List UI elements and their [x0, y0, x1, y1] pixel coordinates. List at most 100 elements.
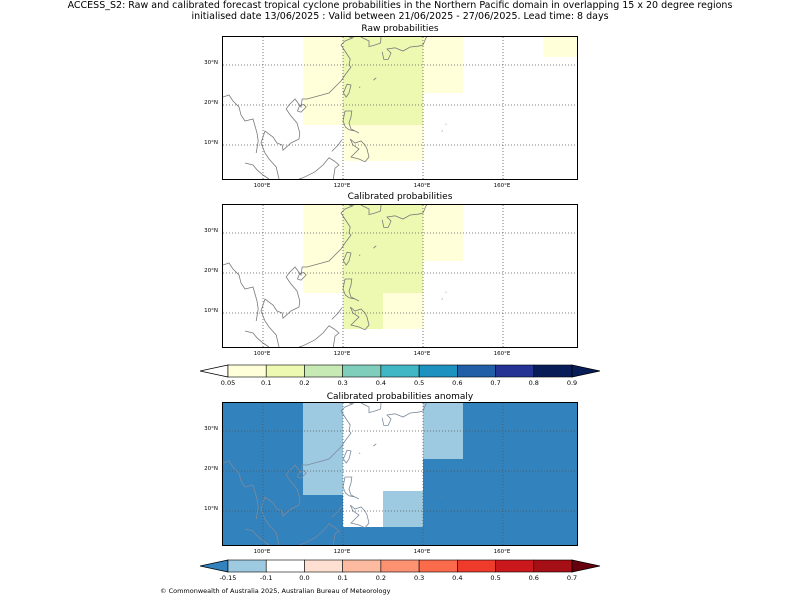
map-anomaly[interactable] [222, 402, 578, 546]
lon-tick-label: 140°E [413, 549, 431, 555]
coastline-7 [349, 306, 370, 331]
coastline-0 [260, 205, 355, 347]
lon-tick-label: 100°E [253, 183, 271, 189]
coastline-8 [331, 505, 343, 518]
coastline-13 [441, 298, 443, 300]
probability-cell-1 [303, 403, 343, 495]
colorbar-tick-label: 0.0 [299, 574, 310, 582]
colorbar-segment-5 [418, 559, 458, 573]
lat-tick-label: 30°N [204, 60, 218, 66]
map-canvas [223, 37, 577, 179]
lat-tick-label: 30°N [204, 426, 218, 432]
colorbar-under-arrow [199, 364, 229, 378]
lon-tick-label: 140°E [413, 183, 431, 189]
coastline-10 [381, 205, 428, 228]
colorbar-tick-label: 0.6 [452, 379, 463, 387]
copyright-footer: © Commonwealth of Australia 2025, Austra… [160, 587, 391, 595]
colorbar-segment-0 [227, 559, 267, 573]
lat-tick-label: 10°N [204, 308, 218, 314]
colorbar-tick-label: -0.15 [219, 574, 237, 582]
lon-tick-label: 100°E [253, 549, 271, 555]
colorbar-segment-4 [380, 364, 420, 378]
colorbar-segment-8 [533, 559, 573, 573]
lat-tick-label: 20°N [204, 268, 218, 274]
colorbar-segment-7 [495, 559, 535, 573]
colorbar-tick-label: -0.1 [259, 574, 273, 582]
colorbar-segment-6 [457, 559, 496, 573]
coastline-5 [342, 449, 352, 464]
coastline-4 [297, 272, 307, 281]
colorbar-tick-label: 0.4 [452, 574, 463, 582]
lon-tick-label: 160°E [493, 183, 511, 189]
colorbar-tick-label: 0.4 [375, 379, 387, 387]
colorbar-tick-label: 0.2 [299, 379, 310, 387]
colorbar-segment-5 [418, 364, 458, 378]
probability-cell-0 [303, 37, 343, 125]
lon-tick-label: 140°E [413, 351, 431, 357]
coastline-8 [331, 139, 343, 152]
coastline-10 [381, 403, 428, 426]
coastline-7 [349, 504, 370, 529]
colorbar-segment-8 [533, 364, 573, 378]
map-calibrated[interactable] [222, 204, 578, 348]
coastline-5 [342, 83, 352, 98]
probability-cell-4 [383, 491, 423, 527]
coastline-6 [342, 476, 360, 500]
colorbar-tick-label: 0.05 [220, 379, 236, 387]
coastline-13 [441, 496, 443, 498]
colorbar-tick-label: 0.2 [375, 574, 387, 582]
probability-cell-4 [543, 37, 577, 57]
lon-tick-label: 160°E [493, 549, 511, 555]
colorbar-tick-label: 0.3 [413, 574, 425, 582]
coastline-11 [373, 77, 377, 81]
lon-tick-label: 120°E [333, 351, 351, 357]
map-canvas [223, 403, 577, 545]
colorbar-segment-7 [495, 364, 535, 378]
coastline-9 [360, 403, 382, 414]
colorbar-over-arrow [571, 559, 601, 573]
colorbar-tick-label: 0.6 [528, 574, 539, 582]
coastline-2 [244, 528, 270, 545]
colorbar-segment-1 [265, 559, 305, 573]
figure-title-line2: initialised date 13/06/2025 : Valid betw… [191, 11, 609, 22]
colorbar-under-arrow [199, 559, 229, 573]
colorbar-segment-1 [265, 364, 305, 378]
map-raw[interactable] [222, 36, 578, 180]
colorbar-anomaly [199, 558, 601, 573]
coastline-0 [260, 37, 355, 179]
colorbar-tick-label: 0.1 [261, 379, 272, 387]
colorbar-segment-4 [380, 559, 420, 573]
coastline-3 [298, 157, 340, 179]
coastline-3 [298, 325, 340, 347]
panel-title-anomaly: Calibrated probabilities anomaly [326, 392, 474, 402]
coastline-1 [223, 262, 259, 322]
coastline-9 [360, 37, 382, 48]
colorbar-tick-label: 0.5 [413, 379, 425, 387]
colorbar-segment-3 [342, 364, 382, 378]
colorbar-canvas [199, 364, 601, 378]
lon-tick-label: 100°E [253, 351, 271, 357]
colorbar-segment-2 [304, 364, 343, 378]
colorbar-tick-label: 0.7 [566, 574, 578, 582]
coastline-10 [381, 37, 428, 60]
colorbar-segment-3 [342, 559, 382, 573]
coastline-4 [297, 104, 307, 113]
lat-tick-label: 20°N [204, 100, 218, 106]
colorbar-segment-2 [304, 559, 343, 573]
coastline-6 [342, 278, 360, 302]
panel-title-raw: Raw probabilities [361, 24, 439, 34]
colorbar-tick-label: 0.1 [337, 574, 348, 582]
figure-title-line1: ACCESS_S2: Raw and calibrated forecast t… [67, 0, 733, 11]
lat-tick-label: 20°N [204, 466, 218, 472]
colorbar-segment-6 [457, 364, 496, 378]
probability-cell-1 [343, 37, 423, 125]
probability-cell-1 [343, 205, 423, 293]
coastline-9 [360, 205, 382, 216]
coastline-11 [373, 245, 377, 249]
probability-cell-3 [343, 125, 423, 161]
coastline-1 [223, 94, 259, 154]
coastline-2 [244, 330, 270, 347]
lat-tick-label: 10°N [204, 506, 218, 512]
coastline-6 [342, 110, 360, 134]
coastline-7 [349, 138, 370, 163]
